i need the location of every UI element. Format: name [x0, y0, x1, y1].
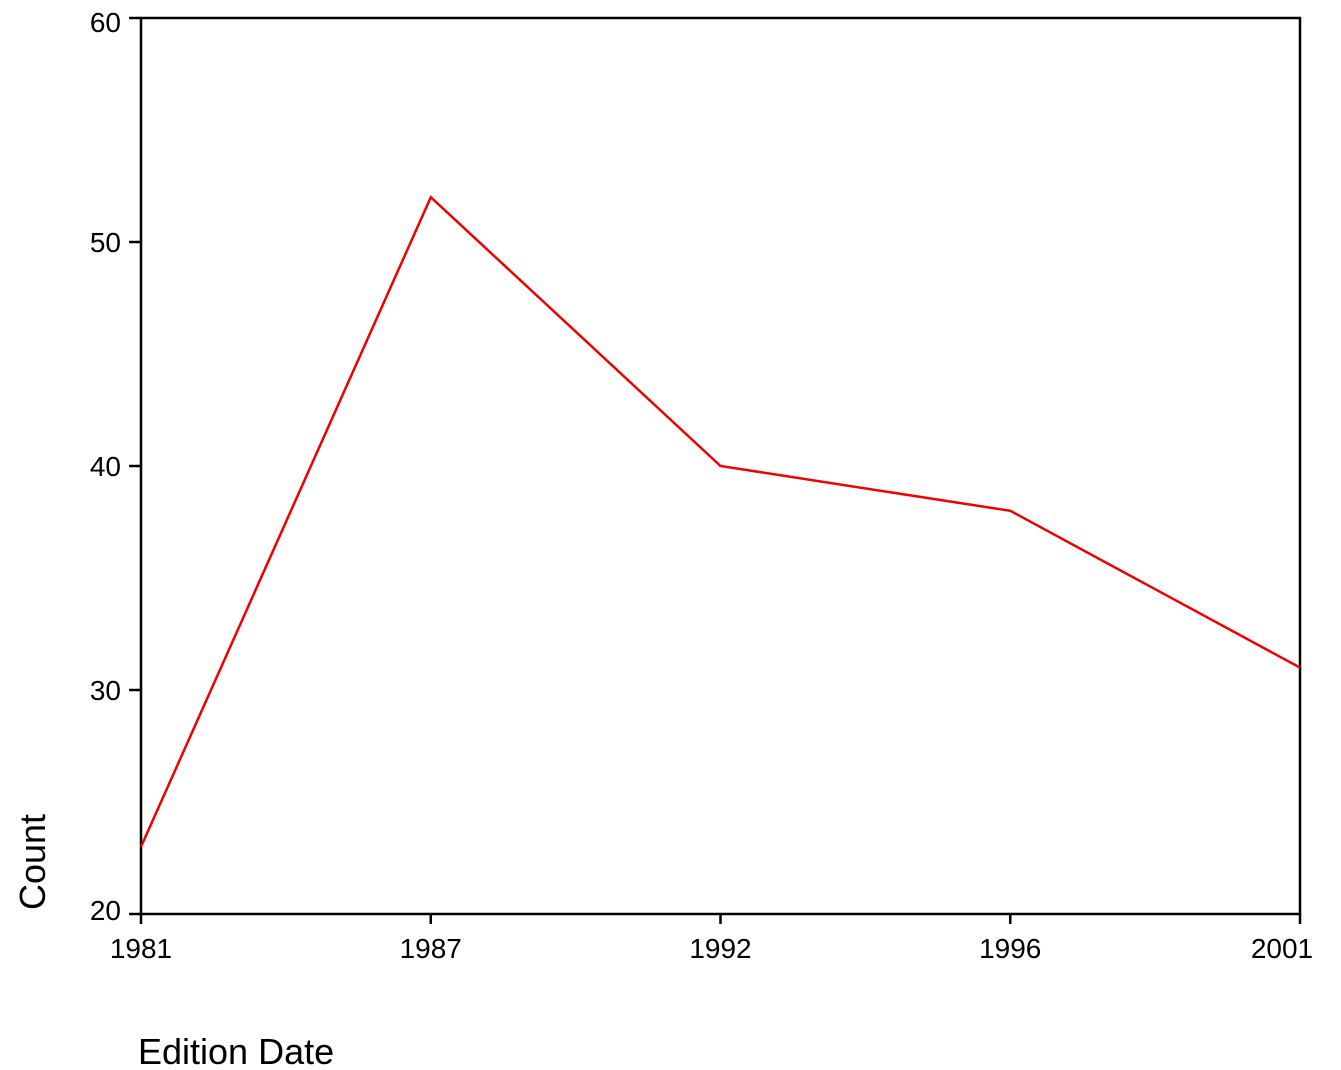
- series-layer: [139, 195, 1301, 848]
- y-tick-label-60: 60: [90, 7, 121, 38]
- y-tick-label-40: 40: [90, 451, 121, 482]
- x-tick-label-1992: 1992: [689, 933, 751, 964]
- y-tick-label-50: 50: [90, 227, 121, 258]
- x-axis-title: Edition Date: [138, 1031, 334, 1070]
- x-tick-label-1981: 1981: [110, 933, 172, 964]
- x-tick-label-1987: 1987: [400, 933, 462, 964]
- y-tick-label-30: 30: [90, 675, 121, 706]
- series-line-0: [139, 195, 1301, 848]
- y-axis: 20 30 40 50 60: [90, 7, 141, 926]
- x-tick-label-1996: 1996: [979, 933, 1041, 964]
- y-tick-label-20: 20: [90, 895, 121, 926]
- x-tick-label-2001: 2001: [1251, 933, 1313, 964]
- x-axis: 1981 1987 1992 1996 2001: [110, 914, 1313, 964]
- y-axis-title: Count: [12, 814, 53, 910]
